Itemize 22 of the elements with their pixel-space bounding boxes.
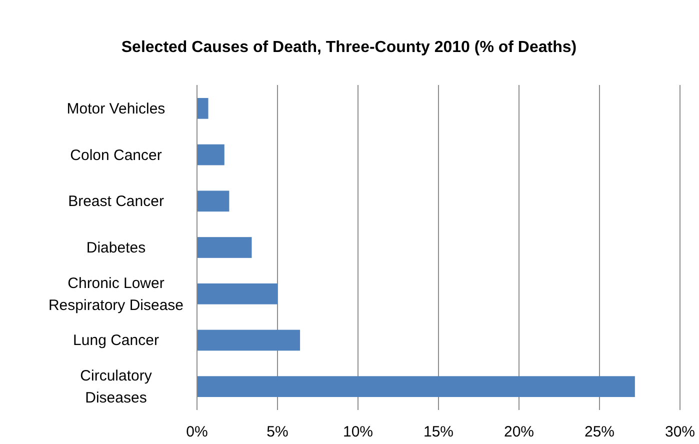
- x-tick-label: 0%: [186, 424, 208, 441]
- y-tick-label: Colon Cancer: [70, 146, 162, 164]
- x-tick-label: 30%: [664, 424, 696, 441]
- y-tick-label: Diabetes: [86, 240, 146, 256]
- bar: [197, 98, 208, 119]
- y-tick-label: Lung Cancer: [73, 332, 159, 350]
- chart-title: Selected Causes of Death, Three-County 2010 (% of Deaths): [121, 39, 577, 56]
- x-tick-label: 25%: [584, 424, 615, 441]
- bar: [197, 144, 224, 166]
- bar: [197, 237, 252, 258]
- bar: [197, 330, 300, 351]
- x-tick-label: 5%: [266, 424, 288, 441]
- y-tick-label: Chronic Lower Respiratory Disease: [48, 274, 184, 314]
- bar: [197, 190, 230, 212]
- bar: [197, 283, 278, 304]
- y-tick-label: Motor Vehicles: [66, 100, 166, 118]
- bar: [197, 376, 635, 398]
- x-tick-label: 20%: [504, 424, 534, 441]
- y-tick-label: Breast Cancer: [68, 193, 164, 210]
- y-tick-label: Circulatory Diseases: [80, 368, 152, 407]
- x-tick-label: 10%: [342, 424, 374, 441]
- x-tick-label: 15%: [423, 424, 454, 441]
